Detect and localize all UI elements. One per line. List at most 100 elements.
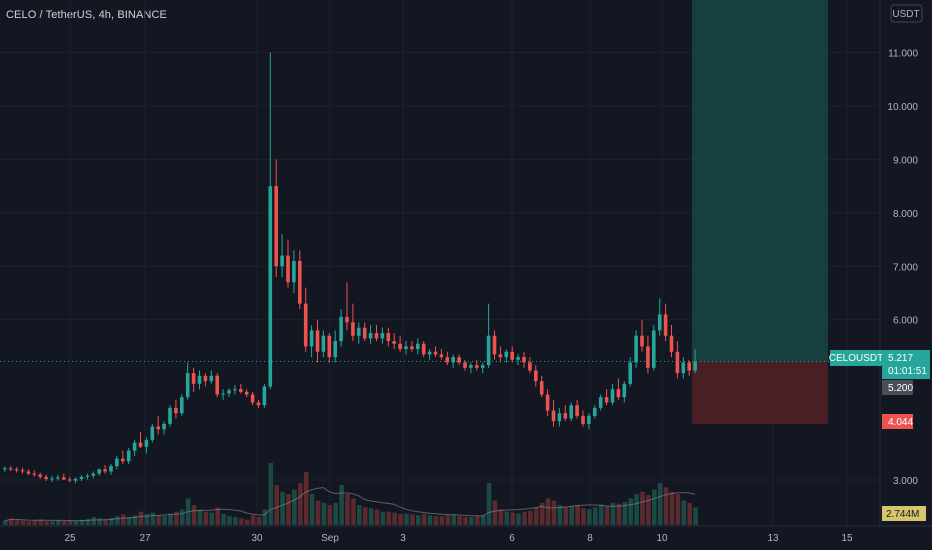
candle-body xyxy=(180,397,184,414)
volume-bar xyxy=(421,513,427,525)
candle-body xyxy=(675,351,680,374)
volume-bar xyxy=(56,520,61,525)
volume-bar xyxy=(162,516,167,525)
y-tick-label: 6.000 xyxy=(893,316,918,327)
volume-bar xyxy=(463,517,468,525)
volume-bar xyxy=(268,463,274,525)
candle-body xyxy=(386,333,391,342)
candle-body xyxy=(221,393,225,395)
volume-bar xyxy=(410,514,415,525)
volume-bar xyxy=(321,502,327,525)
candle xyxy=(427,349,432,360)
candle-body xyxy=(480,365,485,368)
candle-body xyxy=(292,260,296,283)
volume-bar xyxy=(663,487,669,525)
candle-body xyxy=(522,357,526,363)
volume-bar xyxy=(681,500,687,525)
candle-body xyxy=(593,407,597,416)
candle-body xyxy=(109,466,113,472)
volume-bar xyxy=(528,510,533,525)
candle xyxy=(286,239,290,288)
volume-bar xyxy=(610,502,616,525)
candle xyxy=(239,383,243,394)
candle-body xyxy=(551,410,556,422)
volume-bar xyxy=(504,511,510,525)
volume-bar xyxy=(85,518,91,525)
volume-bar xyxy=(244,519,250,525)
candle xyxy=(292,250,296,293)
candle-body xyxy=(457,357,461,363)
volume-bar xyxy=(486,482,492,525)
x-tick-label: Sep xyxy=(321,533,339,544)
volume-bar xyxy=(404,513,409,525)
volume-bar xyxy=(132,515,138,525)
candle-body xyxy=(168,407,172,424)
candle-body xyxy=(303,303,308,347)
volume-bar xyxy=(433,516,439,525)
candle xyxy=(357,322,361,344)
volume-bar xyxy=(256,517,262,525)
volume-bar xyxy=(292,489,297,525)
volume-bar xyxy=(634,494,639,525)
volume-bar xyxy=(498,509,504,525)
volume-bar xyxy=(687,502,692,525)
candle xyxy=(557,407,562,427)
volume-bar xyxy=(563,507,569,525)
candle xyxy=(575,399,579,419)
candle xyxy=(150,423,155,443)
candle-body xyxy=(215,375,219,395)
x-tick-label: 3 xyxy=(400,533,406,544)
candle-body xyxy=(156,426,160,430)
candle-body xyxy=(144,439,149,447)
volume-bar xyxy=(640,491,645,525)
volume-bar xyxy=(8,518,14,525)
candle-body xyxy=(687,362,691,371)
volume-bar xyxy=(262,509,268,525)
volume-bar xyxy=(126,517,132,525)
candle-body xyxy=(67,479,72,481)
volume-bar xyxy=(598,504,604,525)
candle-body xyxy=(132,442,137,451)
candle xyxy=(215,373,219,398)
volume-bar xyxy=(303,471,309,525)
candle-body xyxy=(126,450,131,462)
candle xyxy=(634,330,638,368)
candle xyxy=(652,325,656,371)
candle-body xyxy=(44,476,48,479)
symbol-tag xyxy=(830,350,882,366)
candle xyxy=(539,375,544,398)
volume-bar xyxy=(445,515,451,525)
volume-bar xyxy=(180,509,185,525)
candle-body xyxy=(669,335,674,352)
candle-body xyxy=(327,335,332,358)
candle xyxy=(8,466,13,471)
candle-body xyxy=(439,354,444,358)
candle xyxy=(250,391,255,406)
candle-body xyxy=(150,426,155,440)
candle-body xyxy=(693,361,697,371)
currency-badge[interactable] xyxy=(890,4,923,23)
candle xyxy=(262,383,267,408)
volume-bar xyxy=(44,521,49,525)
volume-bar xyxy=(357,505,362,525)
stop-price-text: 4.044 xyxy=(888,417,913,428)
volume-bar xyxy=(286,494,291,525)
volume-bar xyxy=(121,514,126,525)
candle xyxy=(197,370,202,390)
candle-body xyxy=(268,186,273,387)
candle xyxy=(439,349,444,360)
candle-body xyxy=(250,394,255,403)
candle-body xyxy=(97,469,101,474)
candle-body xyxy=(469,365,473,368)
volume-bar xyxy=(227,516,232,525)
y-tick-label: 10.000 xyxy=(887,102,918,113)
last-price-tag xyxy=(882,350,930,379)
candle-body xyxy=(569,405,573,419)
candle xyxy=(298,250,302,310)
loss-zone xyxy=(692,361,828,425)
candle-body xyxy=(256,402,261,406)
candle xyxy=(386,327,391,347)
volume-bar xyxy=(221,513,226,525)
candle xyxy=(433,346,438,358)
